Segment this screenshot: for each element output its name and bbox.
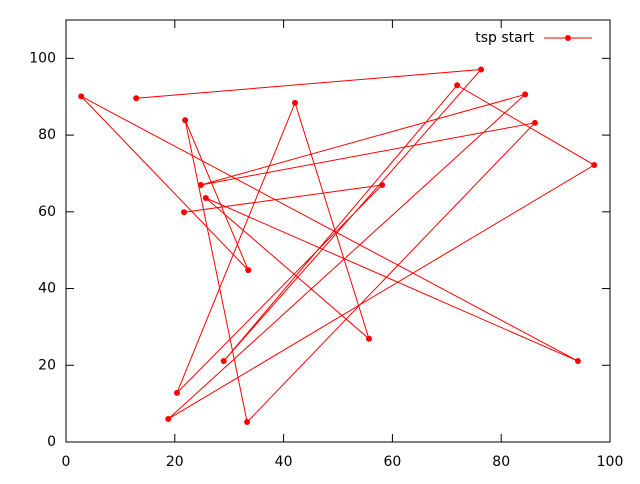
series-line	[80, 68, 596, 424]
legend-label: tsp start	[475, 30, 534, 46]
data-point	[202, 195, 209, 202]
data-point	[574, 358, 581, 365]
data-point	[165, 415, 172, 422]
data-point	[181, 209, 188, 216]
data-point	[379, 181, 386, 188]
data-point	[292, 99, 299, 106]
plot-frame	[65, 19, 611, 443]
x-tick-label: 0	[62, 454, 71, 470]
data-point	[78, 93, 85, 100]
legend-point	[565, 35, 571, 41]
data-point	[591, 162, 598, 169]
data-point	[244, 419, 251, 426]
data-point	[133, 95, 140, 102]
data-point	[454, 82, 461, 89]
y-tick-label: 0	[47, 434, 56, 450]
x-tick-label: 40	[275, 454, 293, 470]
data-point	[245, 267, 252, 274]
y-tick-label: 20	[38, 357, 56, 373]
x-tick-label: 100	[597, 454, 624, 470]
y-tick-label: 100	[29, 50, 56, 66]
data-point	[220, 358, 227, 365]
data-point	[182, 117, 189, 124]
y-tick-label: 80	[38, 127, 56, 143]
data-point	[366, 335, 373, 342]
x-tick-label: 80	[492, 454, 510, 470]
x-tick-label: 60	[383, 454, 401, 470]
data-point	[522, 91, 529, 98]
data-point	[478, 66, 485, 73]
data-point	[197, 181, 204, 188]
y-tick-label: 40	[38, 281, 56, 297]
data-point	[531, 119, 538, 126]
data-point	[173, 389, 180, 396]
x-tick-label: 20	[166, 454, 184, 470]
y-tick-label: 60	[38, 204, 56, 220]
